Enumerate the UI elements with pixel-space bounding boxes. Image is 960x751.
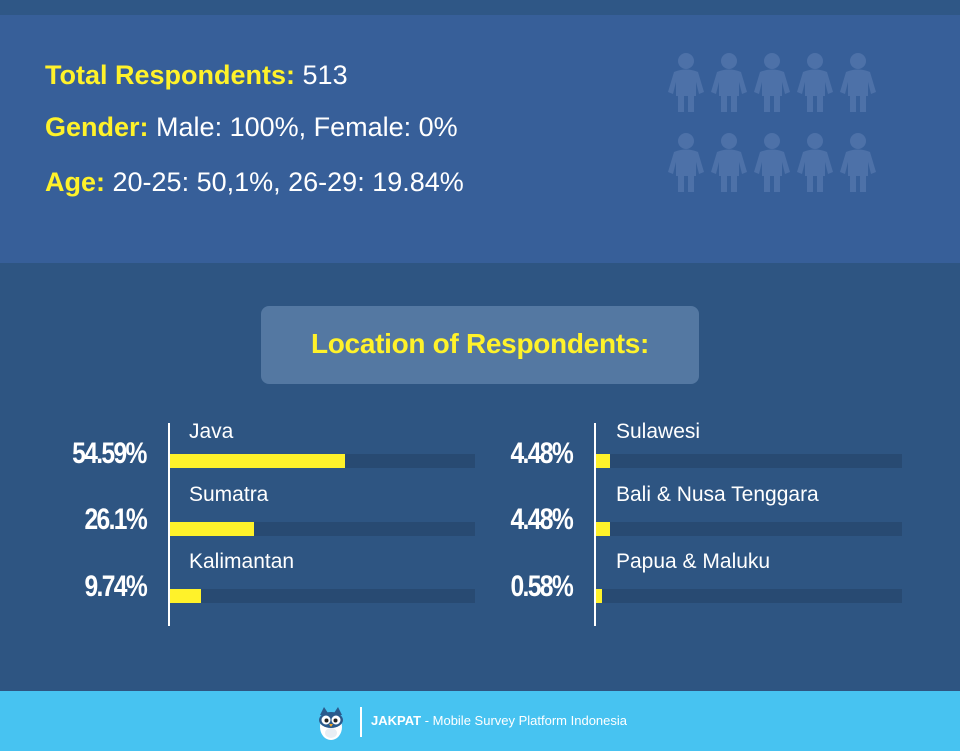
value-label: 4.48%: [510, 437, 573, 470]
bar-track: [170, 589, 475, 603]
bar: [596, 589, 602, 603]
age-stat: Age: 20-25: 50,1%, 26-29: 19.84%: [45, 167, 464, 198]
bar-track: [170, 454, 475, 468]
person-icon: [797, 53, 833, 112]
person-icon: [711, 53, 747, 112]
category-label: Papua & Maluku: [616, 550, 771, 573]
category-label: Bali & Nusa Tenggara: [616, 483, 819, 506]
right-axis-line: [594, 423, 596, 626]
age-label: Age:: [45, 167, 105, 197]
footer-tagline: - Mobile Survey Platform Indonesia: [421, 713, 628, 728]
gender-value: Male: 100%, Female: 0%: [156, 112, 458, 142]
category-label: Sulawesi: [616, 420, 701, 443]
location-title-box: Location of Respondents:: [261, 306, 699, 384]
bar-track: [170, 522, 475, 536]
person-icon: [840, 53, 876, 112]
gender-stat: Gender: Male: 100%, Female: 0%: [45, 112, 458, 143]
footer-bar: [0, 691, 960, 751]
person-icon: [668, 53, 704, 112]
value-label: 0.58%: [510, 570, 573, 603]
footer-separator: [360, 707, 362, 737]
left-axis-line: [168, 423, 170, 626]
person-icon: [840, 133, 876, 192]
people-icon-grid: [666, 52, 886, 212]
bar-track: [596, 454, 902, 468]
footer-text: JAKPAT - Mobile Survey Platform Indonesi…: [371, 713, 627, 728]
total-respondents-label: Total Respondents:: [45, 60, 296, 90]
total-respondents-value: 513: [302, 60, 348, 90]
summary-header: [0, 15, 960, 263]
category-label: Java: [189, 420, 234, 443]
category-label: Sumatra: [189, 483, 269, 506]
person-icon: [754, 133, 790, 192]
bar-track: [596, 522, 902, 536]
bar: [596, 522, 610, 536]
person-icon: [668, 133, 704, 192]
bar: [170, 522, 254, 536]
age-value: 20-25: 50,1%, 26-29: 19.84%: [112, 167, 464, 197]
top-strip: [0, 0, 960, 15]
bar: [170, 454, 345, 468]
bar: [170, 589, 201, 603]
gender-label: Gender:: [45, 112, 149, 142]
bar: [596, 454, 610, 468]
value-label: 9.74%: [84, 570, 147, 603]
total-respondents: Total Respondents: 513: [45, 60, 348, 91]
person-icon: [797, 133, 833, 192]
owl-logo-icon: [319, 707, 343, 740]
category-label: Kalimantan: [189, 550, 295, 573]
chart-title: Location of Respondents:: [310, 328, 650, 359]
bar-track: [596, 589, 902, 603]
value-label: 4.48%: [510, 503, 573, 536]
person-icon: [711, 133, 747, 192]
person-icon: [754, 53, 790, 112]
value-label: 54.59%: [72, 437, 147, 470]
value-label: 26.1%: [84, 503, 147, 536]
footer-brand: JAKPAT: [371, 713, 422, 728]
